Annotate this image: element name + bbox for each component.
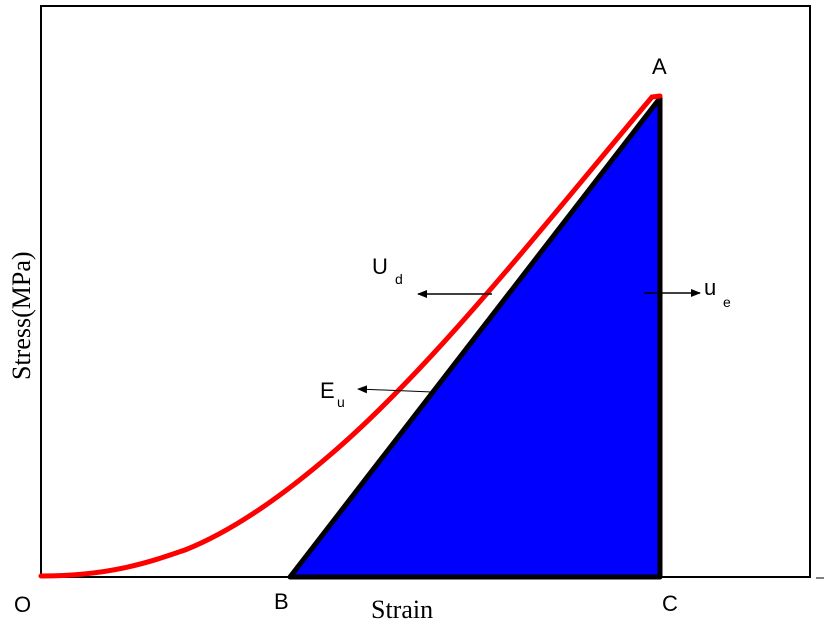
ud-subscript: d <box>395 271 403 287</box>
elastic-energy-region <box>287 95 663 580</box>
point-b-label: B <box>274 589 289 614</box>
eu-arrow <box>357 385 433 394</box>
ue-subscript: e <box>723 294 731 310</box>
point-a-label: A <box>652 54 667 79</box>
x-axis-title: Strain <box>371 595 433 622</box>
point-c-label: C <box>662 591 678 616</box>
eu-label: E <box>320 378 335 403</box>
eu-subscript: u <box>337 394 345 410</box>
stress-strain-curve <box>38 93 663 579</box>
ud-label: U <box>372 254 388 279</box>
y-axis-title: Stress(MPa) <box>7 251 36 380</box>
ue-label: u <box>704 275 716 300</box>
point-o-label: O <box>14 592 31 617</box>
